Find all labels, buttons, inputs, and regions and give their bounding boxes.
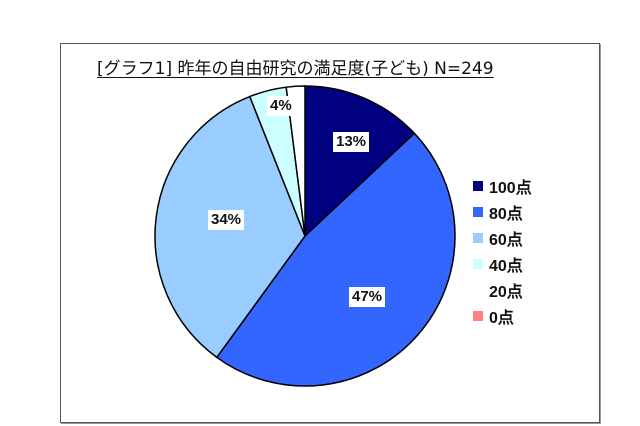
slice-label-40: 4% [267,96,295,116]
legend-swatch [473,311,483,321]
legend-swatch [473,233,483,243]
legend-item-20: 20点 [473,277,532,303]
legend-swatch [473,181,483,191]
slice-label-60: 34% [208,210,245,230]
legend-swatch [473,207,483,217]
legend-item-0: 0点 [473,303,532,329]
legend-item-80: 80点 [473,199,532,225]
chart-title: [グラフ1] 昨年の自由研究の満足度(子ども) N=249 [97,59,494,79]
pie-slice-100点 [304,85,416,238]
legend-item-40: 40点 [473,251,532,277]
legend-item-100: 100点 [473,173,532,199]
legend-swatch [473,259,483,269]
legend-swatch [473,285,483,295]
pie-slice-80点 [215,132,456,387]
legend-item-60: 60点 [473,225,532,251]
chart-legend: 100点 80点 60点 40点 20点 0点 [473,173,532,329]
slice-label-80: 47% [349,287,386,307]
slice-label-100: 13% [333,132,370,152]
pie-slice-20点 [285,85,306,237]
